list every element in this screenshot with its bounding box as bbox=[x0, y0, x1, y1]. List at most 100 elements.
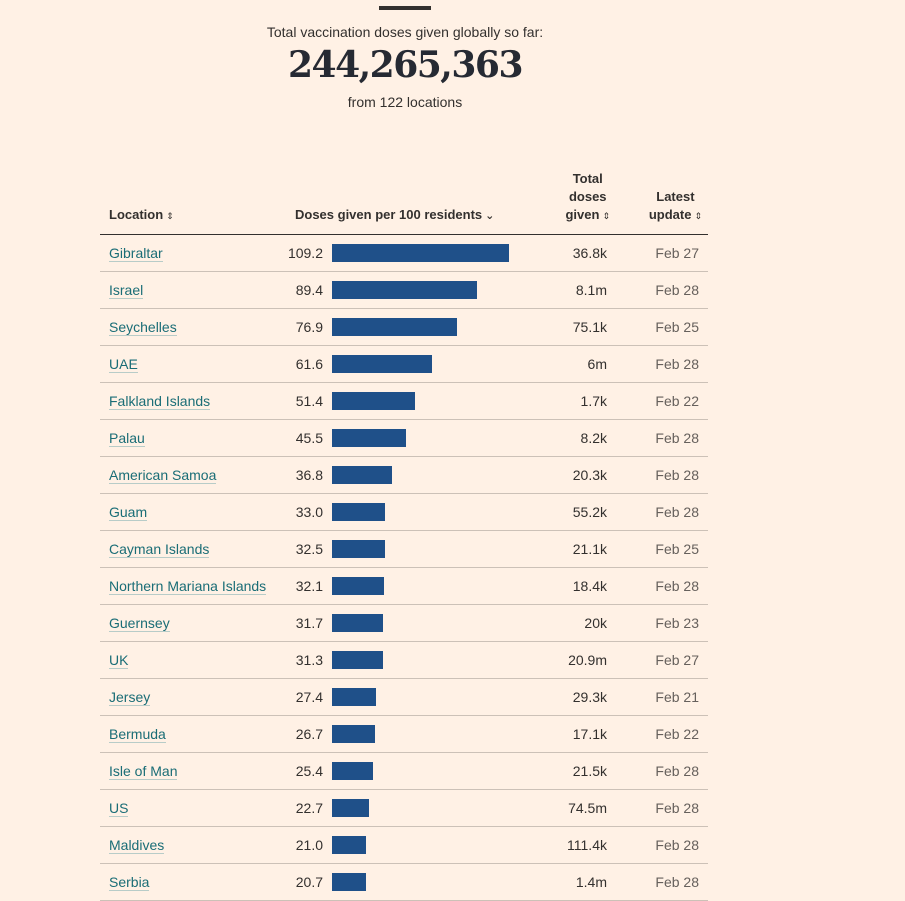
location-cell: UK bbox=[109, 642, 129, 678]
latest-update-value: Feb 27 bbox=[655, 652, 699, 668]
per100-value: 31.7 bbox=[295, 615, 323, 631]
latest-update-value: Feb 28 bbox=[655, 430, 699, 446]
table-row: Guam 33.0 55.2k Feb 28 bbox=[100, 494, 708, 531]
per100-value: 109.2 bbox=[287, 245, 323, 261]
location-link[interactable]: Guernsey bbox=[109, 615, 170, 632]
column-label: doses bbox=[568, 189, 607, 204]
latest-update-value: Feb 28 bbox=[655, 578, 699, 594]
table-row: Palau 45.5 8.2k Feb 28 bbox=[100, 420, 708, 457]
location-link[interactable]: UK bbox=[109, 652, 129, 669]
latest-update-value: Feb 28 bbox=[655, 837, 699, 853]
location-link[interactable]: Serbia bbox=[109, 874, 150, 891]
intro-text: Total vaccination doses given globally s… bbox=[266, 24, 544, 40]
total-doses-value: 75.1k bbox=[572, 319, 607, 335]
location-cell: American Samoa bbox=[109, 457, 217, 493]
location-cell: Cayman Islands bbox=[109, 531, 210, 567]
location-link[interactable]: Seychelles bbox=[109, 319, 177, 336]
per100-value: 27.4 bbox=[295, 689, 323, 705]
per100-bar bbox=[332, 355, 432, 373]
per100-value: 36.8 bbox=[295, 467, 323, 483]
per100-value: 32.1 bbox=[295, 578, 323, 594]
location-cell: Israel bbox=[109, 272, 144, 308]
per100-value: 31.3 bbox=[295, 652, 323, 668]
total-doses-value: 6m bbox=[587, 356, 607, 372]
per100-bar bbox=[332, 688, 377, 706]
sort-icon: ⇕ bbox=[694, 211, 702, 221]
table-header: Location ⇕ Doses given per 100 residents ⌄… bbox=[100, 170, 708, 235]
latest-update-value: Feb 22 bbox=[655, 393, 699, 409]
per100-bar bbox=[332, 577, 385, 595]
latest-update-value: Feb 21 bbox=[655, 689, 699, 705]
column-label: update bbox=[648, 207, 692, 222]
column-location[interactable]: Location ⇕ bbox=[109, 206, 174, 225]
column-latest-update[interactable]: Latest update ⇕ bbox=[649, 188, 702, 225]
latest-update-value: Feb 23 bbox=[655, 615, 699, 631]
location-link[interactable]: American Samoa bbox=[109, 467, 217, 484]
per100-bar bbox=[332, 836, 367, 854]
location-link[interactable]: Guam bbox=[109, 504, 148, 521]
location-link[interactable]: Falkland Islands bbox=[109, 393, 211, 410]
per100-bar bbox=[332, 873, 366, 891]
vaccination-table: Location ⇕ Doses given per 100 residents ⌄… bbox=[100, 170, 708, 901]
per100-bar bbox=[332, 244, 509, 262]
table-row: Falkland Islands 51.4 1.7k Feb 22 bbox=[100, 383, 708, 420]
locations-count: from 122 locations bbox=[347, 94, 463, 110]
column-label: Latest bbox=[656, 189, 695, 204]
total-doses-value: 29.3k bbox=[572, 689, 607, 705]
table-row: American Samoa 36.8 20.3k Feb 28 bbox=[100, 457, 708, 494]
latest-update-value: Feb 28 bbox=[655, 874, 699, 890]
per100-value: 45.5 bbox=[295, 430, 323, 446]
location-link[interactable]: Cayman Islands bbox=[109, 541, 210, 558]
location-cell: Guam bbox=[109, 494, 148, 530]
per100-value: 25.4 bbox=[295, 763, 323, 779]
per100-bar bbox=[332, 429, 406, 447]
per100-bar bbox=[332, 540, 385, 558]
total-doses-value: 1.4m bbox=[575, 874, 607, 890]
per100-bar bbox=[332, 281, 477, 299]
per100-bar bbox=[332, 762, 374, 780]
location-link[interactable]: US bbox=[109, 800, 129, 817]
location-cell: Guernsey bbox=[109, 605, 170, 641]
location-link[interactable]: Palau bbox=[109, 430, 145, 447]
per100-value: 26.7 bbox=[295, 726, 323, 742]
table-row: Guernsey 31.7 20k Feb 23 bbox=[100, 605, 708, 642]
table-row: Israel 89.4 8.1m Feb 28 bbox=[100, 272, 708, 309]
per100-bar bbox=[332, 651, 383, 669]
location-link[interactable]: Israel bbox=[109, 282, 144, 299]
per100-value: 21.0 bbox=[295, 837, 323, 853]
location-link[interactable]: Isle of Man bbox=[109, 763, 178, 780]
per100-bar bbox=[332, 466, 392, 484]
total-doses-value: 18.4k bbox=[572, 578, 607, 594]
location-link[interactable]: Northern Mariana Islands bbox=[109, 578, 267, 595]
table-row: Cayman Islands 32.5 21.1k Feb 25 bbox=[100, 531, 708, 568]
location-link[interactable]: Gibraltar bbox=[109, 245, 163, 262]
per100-value: 76.9 bbox=[295, 319, 323, 335]
per100-value: 32.5 bbox=[295, 541, 323, 557]
table-row: Isle of Man 25.4 21.5k Feb 28 bbox=[100, 753, 708, 790]
chevron-down-icon: ⌄ bbox=[485, 210, 495, 222]
location-link[interactable]: Jersey bbox=[109, 689, 151, 706]
latest-update-value: Feb 28 bbox=[655, 800, 699, 816]
total-doses-value: 20.9m bbox=[568, 652, 607, 668]
table-row: UK 31.3 20.9m Feb 27 bbox=[100, 642, 708, 679]
total-doses: 244,265,363 bbox=[287, 44, 524, 86]
header-rule bbox=[379, 6, 431, 10]
table-row: Northern Mariana Islands 32.1 18.4k Feb 28 bbox=[100, 568, 708, 605]
location-link[interactable]: UAE bbox=[109, 356, 138, 373]
per100-bar bbox=[332, 614, 384, 632]
per100-value: 61.6 bbox=[295, 356, 323, 372]
per100-bar bbox=[332, 503, 386, 521]
per100-bar bbox=[332, 392, 416, 410]
location-cell: Jersey bbox=[109, 679, 151, 715]
location-cell: Bermuda bbox=[109, 716, 166, 752]
location-link[interactable]: Maldives bbox=[109, 837, 165, 854]
table-row: Maldives 21.0 111.4k Feb 28 bbox=[100, 827, 708, 864]
column-total-doses[interactable]: Total doses given ⇕ bbox=[565, 170, 610, 225]
latest-update-value: Feb 28 bbox=[655, 282, 699, 298]
total-doses-value: 17.1k bbox=[572, 726, 607, 742]
location-link[interactable]: Bermuda bbox=[109, 726, 166, 743]
location-cell: Serbia bbox=[109, 864, 150, 900]
per100-bar bbox=[332, 725, 376, 743]
column-per100[interactable]: Doses given per 100 residents ⌄ bbox=[295, 206, 494, 225]
location-cell: US bbox=[109, 790, 129, 826]
